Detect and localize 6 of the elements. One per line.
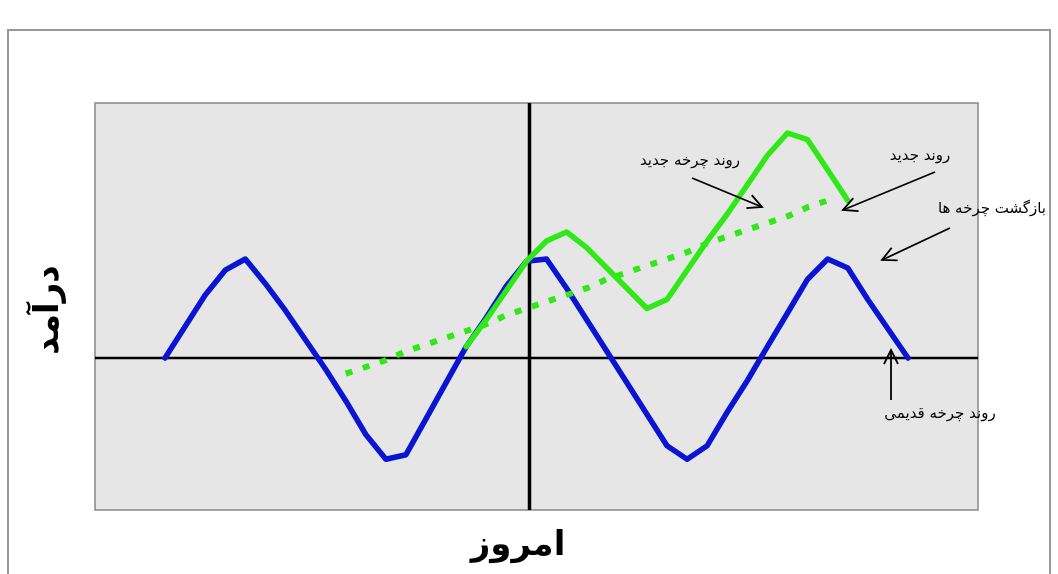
annotation: روند جدید bbox=[889, 146, 951, 164]
x-axis-title: امروز bbox=[468, 523, 566, 564]
text: بازگشت چرخه ها bbox=[937, 199, 1046, 217]
annotation: روند چرخه قدیمی bbox=[884, 404, 996, 422]
y-axis-title: درآمد bbox=[25, 265, 66, 355]
annotation: روند چرخه جدید bbox=[639, 151, 741, 169]
